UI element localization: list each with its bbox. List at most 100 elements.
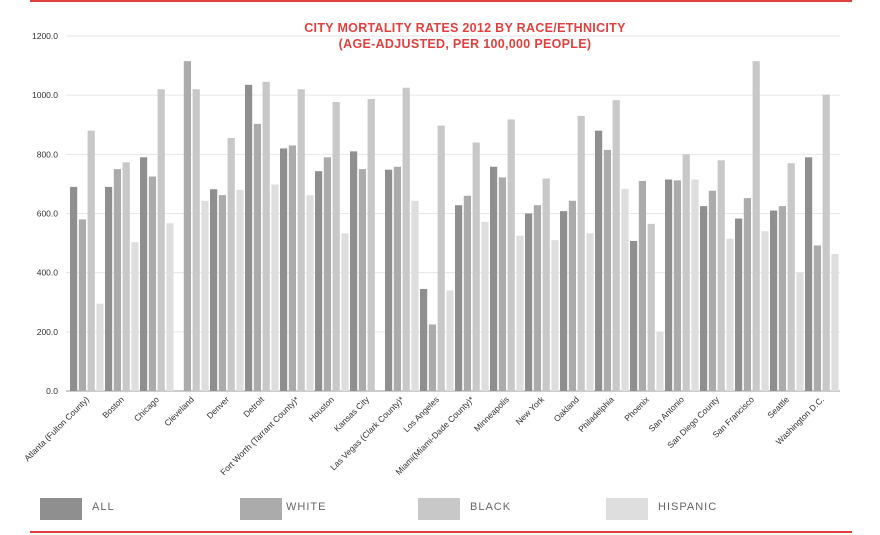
x-tick-label: Las Vegas (Clark County)* bbox=[328, 394, 406, 472]
bar-hispanic-houston bbox=[341, 233, 349, 391]
x-tick-label: Cleveland bbox=[162, 394, 196, 428]
bar-white-seattle bbox=[778, 206, 786, 391]
bar-all-los-angeles bbox=[420, 288, 428, 391]
bar-all-san-diego-county bbox=[700, 206, 708, 391]
bar-black-detroit bbox=[262, 81, 270, 392]
bar-all-detroit bbox=[245, 84, 253, 391]
bar-hispanic-atlanta-fulton-county bbox=[96, 303, 104, 391]
bar-black-san-francisco bbox=[752, 61, 760, 391]
bar-hispanic-las-vegas-clark-county bbox=[411, 200, 419, 391]
x-tick-label: Boston bbox=[100, 394, 126, 420]
bar-black-washington-d-c bbox=[822, 94, 830, 391]
bar-white-las-vegas-clark-county bbox=[393, 166, 401, 391]
bar-all-las-vegas-clark-county bbox=[385, 169, 393, 391]
bar-all-phoenix bbox=[630, 241, 638, 391]
bar-white-detroit bbox=[253, 123, 261, 392]
bar-all-miami-miami-dade-county bbox=[455, 205, 463, 391]
bar-black-oakland bbox=[577, 115, 585, 391]
chart-title: CITY MORTALITY RATES 2012 BY RACE/ETHNIC… bbox=[304, 21, 626, 35]
bar-black-houston bbox=[332, 101, 340, 392]
bar-black-seattle bbox=[787, 163, 795, 391]
bar-white-minneapolis bbox=[498, 177, 506, 391]
bar-white-fort-worth-tarrant-county bbox=[288, 145, 296, 391]
y-tick-label: 800.0 bbox=[37, 149, 59, 159]
bar-hispanic-phoenix bbox=[656, 331, 664, 391]
bar-hispanic-los-angeles bbox=[446, 290, 454, 391]
bar-black-san-antonio bbox=[682, 154, 690, 391]
y-tick-label: 1200.0 bbox=[32, 31, 58, 41]
bar-black-fort-worth-tarrant-county bbox=[297, 89, 305, 391]
bar-white-boston bbox=[113, 169, 121, 391]
legend-swatch-hispanic bbox=[606, 498, 648, 520]
bar-hispanic-fort-worth-tarrant-county bbox=[306, 195, 314, 391]
bar-all-san-francisco bbox=[735, 218, 743, 391]
bar-black-new-york bbox=[542, 178, 550, 391]
bar-black-minneapolis bbox=[507, 119, 515, 392]
bar-white-chicago bbox=[148, 176, 156, 391]
bar-hispanic-minneapolis bbox=[516, 235, 524, 391]
bar-hispanic-san-francisco bbox=[761, 231, 769, 391]
x-tick-label: Houston bbox=[307, 394, 337, 424]
bar-all-denver bbox=[210, 189, 218, 391]
bar-white-cleveland bbox=[183, 61, 191, 391]
bar-hispanic-seattle bbox=[796, 272, 804, 391]
bar-all-washington-d-c bbox=[805, 157, 813, 391]
legend-swatch-all bbox=[40, 498, 82, 520]
bar-hispanic-detroit bbox=[271, 184, 279, 391]
bar-white-san-antonio bbox=[673, 180, 681, 391]
bar-hispanic-denver bbox=[236, 189, 244, 391]
bar-all-houston bbox=[315, 171, 323, 391]
legend-label-white: WHITE bbox=[286, 501, 327, 513]
bar-all-san-antonio bbox=[665, 179, 673, 391]
bar-white-denver bbox=[218, 195, 226, 391]
y-tick-label: 600.0 bbox=[37, 209, 59, 219]
bar-white-san-diego-county bbox=[708, 190, 716, 391]
bar-hispanic-new-york bbox=[551, 240, 559, 391]
bar-all-chicago bbox=[140, 157, 148, 391]
bar-white-los-angeles bbox=[428, 324, 436, 391]
bar-hispanic-cleveland bbox=[201, 200, 209, 391]
bar-black-boston bbox=[122, 162, 130, 391]
y-tick-label: 0.0 bbox=[46, 386, 58, 396]
x-tick-label: Denver bbox=[205, 394, 232, 421]
bar-all-oakland bbox=[560, 211, 568, 391]
x-tick-label: Phoenix bbox=[622, 394, 651, 423]
y-tick-label: 400.0 bbox=[37, 268, 59, 278]
bar-black-miami-miami-dade-county bbox=[472, 142, 480, 391]
bar-white-atlanta-fulton-county bbox=[78, 219, 86, 391]
bar-all-boston bbox=[105, 186, 113, 391]
x-tick-label: Oakland bbox=[552, 394, 582, 424]
bar-white-new-york bbox=[533, 205, 541, 391]
x-tick-label: Minneapolis bbox=[472, 394, 511, 433]
x-tick-label: Philadelphia bbox=[576, 394, 616, 434]
bar-white-houston bbox=[323, 157, 331, 391]
x-tick-label: Detroit bbox=[241, 394, 266, 419]
bar-black-san-diego-county bbox=[717, 160, 725, 391]
bar-white-miami-miami-dade-county bbox=[463, 195, 471, 391]
bar-all-new-york bbox=[525, 213, 533, 391]
bar-hispanic-miami-miami-dade-county bbox=[481, 221, 489, 391]
bar-hispanic-san-diego-county bbox=[726, 238, 734, 391]
bar-all-atlanta-fulton-county bbox=[70, 186, 78, 391]
bar-black-las-vegas-clark-county bbox=[402, 87, 410, 391]
bar-all-minneapolis bbox=[490, 166, 498, 391]
bar-black-los-angeles bbox=[437, 125, 445, 391]
bar-white-phoenix bbox=[638, 180, 646, 391]
legend-label-hispanic: HISPANIC bbox=[658, 501, 718, 513]
bar-hispanic-san-antonio bbox=[691, 179, 699, 391]
x-tick-label: Atlanta (Fulton County) bbox=[22, 394, 91, 463]
bar-hispanic-washington-d-c bbox=[831, 254, 839, 391]
bar-black-chicago bbox=[157, 89, 165, 391]
bar-black-phoenix bbox=[647, 223, 655, 391]
y-tick-label: 1000.0 bbox=[32, 90, 58, 100]
bar-all-seattle bbox=[770, 210, 778, 391]
bar-white-kansas-city bbox=[358, 169, 366, 391]
y-tick-label: 200.0 bbox=[37, 327, 59, 337]
bar-black-philadelphia bbox=[612, 100, 620, 391]
bar-black-cleveland bbox=[192, 89, 200, 391]
bar-hispanic-chicago bbox=[166, 223, 174, 391]
chart-subtitle: (AGE-ADJUSTED, PER 100,000 PEOPLE) bbox=[338, 37, 592, 51]
bar-black-denver bbox=[227, 138, 235, 391]
bar-all-kansas-city bbox=[350, 151, 358, 391]
bar-white-san-francisco bbox=[743, 198, 751, 391]
